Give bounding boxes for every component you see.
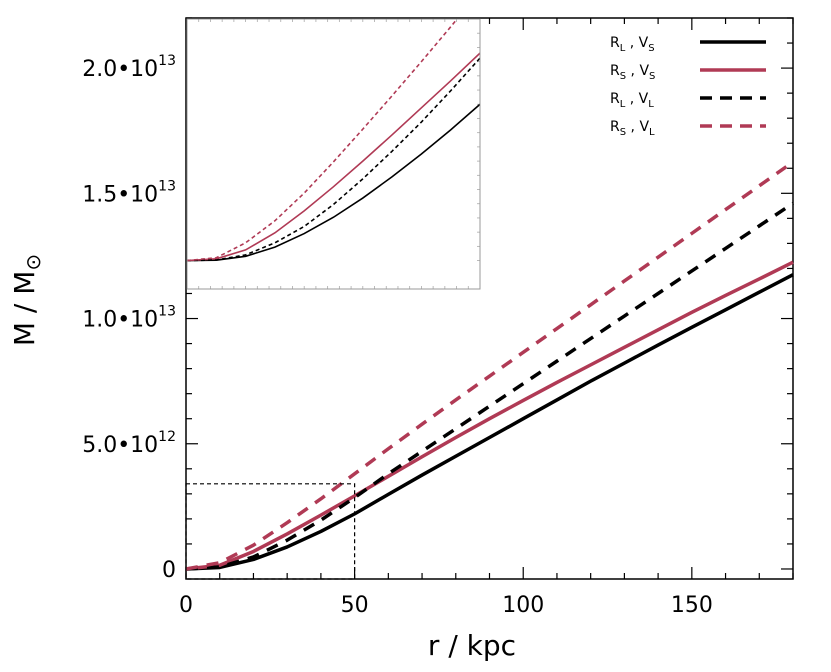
series-line-RL_VS — [185, 273, 794, 571]
series-line-RL_VL — [185, 201, 794, 571]
x-tick-labels: 0 50 100 150 — [179, 593, 713, 618]
inset-frame — [186, 18, 481, 290]
legend-label-v-sub: S — [648, 43, 654, 54]
y-axis-title-sub: ⊙ — [21, 254, 45, 271]
y-tick-label: 0 — [162, 558, 176, 583]
legend-label-r: R — [610, 35, 620, 51]
inset-series-line-RS_VS — [187, 52, 480, 262]
legend-label-r-sub: L — [620, 99, 626, 110]
y-tick-label: 1.5•1013 — [82, 178, 176, 207]
series-line-RS_VS — [185, 260, 794, 571]
legend-label-r: R — [610, 63, 620, 79]
legend-label-v: , V — [625, 91, 648, 107]
legend-label-r-sub: S — [620, 127, 626, 138]
zoom-box — [185, 483, 356, 580]
y-tick-exponent: 13 — [158, 178, 176, 194]
legend-label-v: , V — [626, 63, 649, 79]
series-line-RS_VL — [185, 160, 795, 571]
inset-series-line-RL_VL — [187, 57, 480, 262]
x-tick-label: 100 — [502, 593, 544, 618]
y-tick-exponent: 13 — [158, 304, 176, 320]
y-tick-label: 1.0•1013 — [82, 304, 176, 333]
legend-label-r: R — [610, 119, 620, 135]
y-axis-title: M / M⊙ — [8, 254, 45, 346]
legend-label-v-sub: L — [649, 127, 655, 138]
legend-label-r: R — [610, 91, 620, 107]
y-tick-label: 5.0•1012 — [82, 429, 176, 458]
y-tick-mantissa: 1.0•10 — [82, 308, 158, 333]
legend-label: RS , VL — [610, 119, 655, 138]
legend-label: RL , VL — [610, 91, 654, 110]
y-tick-exponent: 13 — [158, 53, 176, 69]
legend-label-v-sub: S — [649, 71, 655, 82]
legend-label-v-sub: L — [648, 99, 654, 110]
legend-label-r-sub: S — [620, 71, 626, 82]
x-tick-label: 0 — [179, 593, 193, 618]
main-series — [185, 160, 795, 571]
inset-series-line-RS_VL — [187, 19, 459, 262]
inset-background — [187, 19, 480, 289]
inset-series — [187, 19, 480, 262]
y-tick-label: 2.0•1013 — [82, 53, 176, 82]
legend-label: RS , VS — [610, 63, 655, 82]
legend-label-r-sub: L — [620, 43, 626, 54]
y-axis-title-main: M / M — [8, 271, 41, 347]
legend-label: RL , VS — [610, 35, 655, 54]
x-axis-title: r / kpc — [428, 629, 516, 662]
x-tick-label: 150 — [671, 593, 713, 618]
legend-label-v: , V — [625, 35, 648, 51]
y-tick-mantissa: 2.0•10 — [82, 57, 158, 82]
inset-series-line-RL_VS — [187, 103, 480, 262]
y-tick-mantissa: 1.5•10 — [82, 182, 158, 207]
y-tick-mantissa: 0 — [162, 558, 176, 583]
zoom-box-group — [185, 483, 356, 580]
x-tick-label: 50 — [341, 593, 369, 618]
y-tick-exponent: 12 — [158, 429, 176, 445]
legend-label-v: , V — [626, 119, 649, 135]
y-tick-mantissa: 5.0•10 — [82, 433, 158, 458]
